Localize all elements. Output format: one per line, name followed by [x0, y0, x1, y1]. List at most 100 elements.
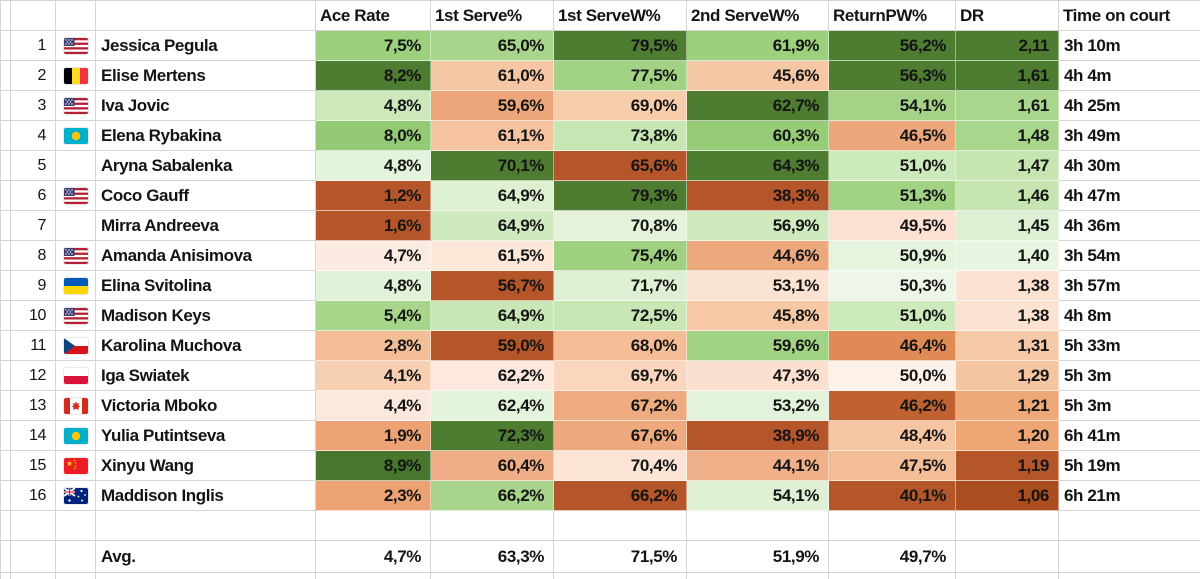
column-header-dominance-ratio[interactable]: DR — [956, 1, 1059, 31]
stat-cell-first-serve-win-pct[interactable]: 67,2% — [554, 391, 687, 421]
player-name-cell[interactable]: Iga Swiatek — [96, 361, 316, 391]
stat-cell-first-serve-win-pct[interactable]: 79,3% — [554, 181, 687, 211]
stat-cell-second-serve-win-pct[interactable]: 38,3% — [687, 181, 829, 211]
stat-cell-return-points-won-pct[interactable]: 51,3% — [829, 181, 956, 211]
stat-cell-first-serve-win-pct[interactable]: 73,8% — [554, 121, 687, 151]
time-on-court-cell[interactable]: 4h 4m — [1059, 61, 1200, 91]
stat-cell-return-points-won-pct[interactable]: 47,5% — [829, 451, 956, 481]
row-margin-cell[interactable] — [1, 481, 11, 511]
rank-cell[interactable]: 11 — [11, 331, 56, 361]
empty-cell[interactable] — [96, 573, 316, 579]
time-on-court-cell[interactable]: 5h 19m — [1059, 451, 1200, 481]
player-name-cell[interactable]: Victoria Mboko — [96, 391, 316, 421]
flag-cell[interactable] — [56, 301, 96, 331]
avg-stat-cell-first-serve-pct[interactable]: 63,3% — [431, 541, 554, 573]
flag-cell[interactable] — [56, 91, 96, 121]
stat-cell-second-serve-win-pct[interactable]: 54,1% — [687, 481, 829, 511]
time-on-court-cell[interactable]: 3h 54m — [1059, 241, 1200, 271]
stat-cell-dominance-ratio[interactable]: 1,20 — [956, 421, 1059, 451]
row-margin-cell[interactable] — [1, 331, 11, 361]
stat-cell-dominance-ratio[interactable]: 1,29 — [956, 361, 1059, 391]
stat-cell-return-points-won-pct[interactable]: 46,2% — [829, 391, 956, 421]
stat-cell-dominance-ratio[interactable]: 1,46 — [956, 181, 1059, 211]
stat-cell-ace-rate[interactable]: 1,2% — [316, 181, 431, 211]
player-name-cell[interactable]: Mirra Andreeva — [96, 211, 316, 241]
stat-cell-return-points-won-pct[interactable]: 50,0% — [829, 361, 956, 391]
stat-cell-second-serve-win-pct[interactable]: 64,3% — [687, 151, 829, 181]
time-on-court-cell[interactable]: 3h 10m — [1059, 31, 1200, 61]
empty-cell[interactable] — [687, 573, 829, 579]
flag-cell[interactable] — [56, 451, 96, 481]
empty-cell[interactable] — [1, 511, 11, 541]
stat-cell-first-serve-win-pct[interactable]: 70,4% — [554, 451, 687, 481]
avg-time-cell[interactable] — [1059, 541, 1200, 573]
column-header-time-on-court[interactable]: Time on court — [1059, 1, 1200, 31]
stat-cell-dominance-ratio[interactable]: 1,45 — [956, 211, 1059, 241]
player-name-cell[interactable]: Jessica Pegula — [96, 31, 316, 61]
stat-cell-first-serve-win-pct[interactable]: 77,5% — [554, 61, 687, 91]
stat-cell-return-points-won-pct[interactable]: 51,0% — [829, 301, 956, 331]
row-margin-cell[interactable] — [1, 121, 11, 151]
rank-cell[interactable]: 10 — [11, 301, 56, 331]
empty-cell[interactable] — [316, 573, 431, 579]
avg-stat-cell-ace-rate[interactable]: 4,7% — [316, 541, 431, 573]
stat-cell-ace-rate[interactable]: 7,5% — [316, 31, 431, 61]
stat-cell-ace-rate[interactable]: 8,2% — [316, 61, 431, 91]
stat-cell-dominance-ratio[interactable]: 1,38 — [956, 271, 1059, 301]
stat-cell-first-serve-pct[interactable]: 56,7% — [431, 271, 554, 301]
stat-cell-first-serve-pct[interactable]: 65,0% — [431, 31, 554, 61]
empty-cell[interactable] — [829, 511, 956, 541]
empty-cell[interactable] — [56, 511, 96, 541]
avg-stat-cell-dominance-ratio[interactable] — [956, 541, 1059, 573]
row-margin-cell[interactable] — [1, 271, 11, 301]
time-on-court-cell[interactable]: 4h 8m — [1059, 301, 1200, 331]
stat-cell-ace-rate[interactable]: 4,1% — [316, 361, 431, 391]
row-margin-cell[interactable] — [1, 241, 11, 271]
stat-cell-ace-rate[interactable]: 5,4% — [316, 301, 431, 331]
stat-cell-return-points-won-pct[interactable]: 54,1% — [829, 91, 956, 121]
column-header-ace-rate[interactable]: Ace Rate — [316, 1, 431, 31]
stat-cell-return-points-won-pct[interactable]: 46,5% — [829, 121, 956, 151]
time-on-court-cell[interactable]: 4h 47m — [1059, 181, 1200, 211]
rank-cell[interactable]: 6 — [11, 181, 56, 211]
empty-cell[interactable] — [1059, 573, 1200, 579]
stat-cell-first-serve-pct[interactable]: 70,1% — [431, 151, 554, 181]
rank-cell[interactable]: 15 — [11, 451, 56, 481]
player-name-cell[interactable]: Xinyu Wang — [96, 451, 316, 481]
player-name-cell[interactable]: Coco Gauff — [96, 181, 316, 211]
rank-cell[interactable]: 14 — [11, 421, 56, 451]
time-on-court-cell[interactable]: 4h 36m — [1059, 211, 1200, 241]
stat-cell-dominance-ratio[interactable]: 1,19 — [956, 451, 1059, 481]
player-name-cell[interactable]: Iva Jovic — [96, 91, 316, 121]
flag-cell[interactable] — [56, 181, 96, 211]
flag-cell[interactable] — [56, 121, 96, 151]
player-name-cell[interactable]: Karolina Muchova — [96, 331, 316, 361]
stat-cell-second-serve-win-pct[interactable]: 45,6% — [687, 61, 829, 91]
rank-cell[interactable]: 9 — [11, 271, 56, 301]
rank-cell[interactable]: 7 — [11, 211, 56, 241]
stat-cell-return-points-won-pct[interactable]: 50,3% — [829, 271, 956, 301]
empty-cell[interactable] — [554, 511, 687, 541]
row-margin-cell[interactable] — [1, 31, 11, 61]
avg-flag-cell[interactable] — [56, 541, 96, 573]
player-name-cell[interactable]: Madison Keys — [96, 301, 316, 331]
header-corner-cell[interactable] — [1, 1, 11, 31]
stat-cell-first-serve-pct[interactable]: 61,0% — [431, 61, 554, 91]
stat-cell-first-serve-win-pct[interactable]: 65,6% — [554, 151, 687, 181]
empty-cell[interactable] — [316, 511, 431, 541]
flag-cell[interactable] — [56, 421, 96, 451]
stat-cell-ace-rate[interactable]: 4,4% — [316, 391, 431, 421]
stat-cell-first-serve-win-pct[interactable]: 69,0% — [554, 91, 687, 121]
stat-cell-dominance-ratio[interactable]: 2,11 — [956, 31, 1059, 61]
flag-cell[interactable] — [56, 61, 96, 91]
stat-cell-ace-rate[interactable]: 4,8% — [316, 271, 431, 301]
stat-cell-second-serve-win-pct[interactable]: 44,1% — [687, 451, 829, 481]
column-header-first-serve-pct[interactable]: 1st Serve% — [431, 1, 554, 31]
stat-cell-first-serve-pct[interactable]: 72,3% — [431, 421, 554, 451]
flag-cell[interactable] — [56, 151, 96, 181]
stat-cell-dominance-ratio[interactable]: 1,47 — [956, 151, 1059, 181]
player-name-cell[interactable]: Maddison Inglis — [96, 481, 316, 511]
stat-cell-second-serve-win-pct[interactable]: 53,1% — [687, 271, 829, 301]
time-on-court-cell[interactable]: 4h 25m — [1059, 91, 1200, 121]
time-on-court-cell[interactable]: 3h 49m — [1059, 121, 1200, 151]
